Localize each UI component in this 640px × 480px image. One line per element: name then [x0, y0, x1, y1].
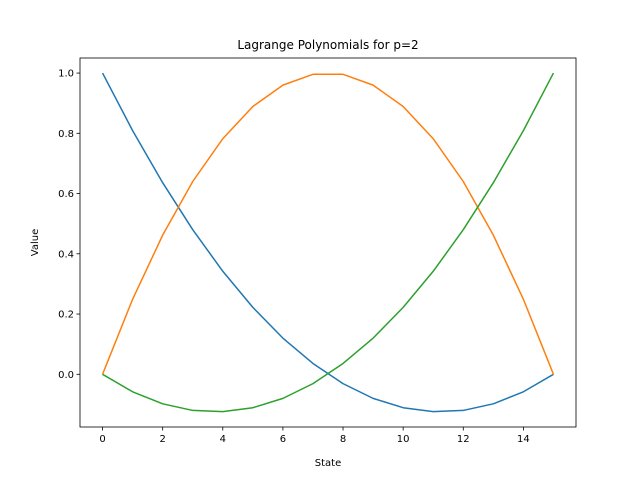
- series-line-2: [101, 73, 555, 375]
- y-axis-label: Value: [30, 229, 41, 256]
- x-tick-label: 2: [159, 434, 165, 445]
- x-tick-label: 14: [517, 434, 530, 445]
- y-tick-label: 0.2: [58, 310, 74, 321]
- x-tick-label: 10: [397, 434, 410, 445]
- y-axis-ticks: 0.0 0.2 0.4 0.6 0.8 1.0: [58, 69, 80, 381]
- series-lines: [101, 72, 555, 413]
- y-tick-label: 0.4: [58, 249, 74, 260]
- plot-frame: [79, 57, 577, 428]
- y-tick-label: 0.6: [58, 189, 74, 200]
- y-tick-label: 0.0: [58, 370, 74, 381]
- x-tick-label: 12: [457, 434, 470, 445]
- y-tick-label: 1.0: [58, 69, 74, 80]
- x-axis-ticks: 0 2 4 6 8 10 12 14: [99, 427, 530, 445]
- x-tick-label: 4: [220, 434, 226, 445]
- x-tick-label: 8: [340, 434, 346, 445]
- y-tick-label: 0.8: [58, 129, 74, 140]
- x-tick-label: 6: [280, 434, 286, 445]
- x-axis-label: State: [315, 458, 341, 469]
- x-tick-label: 0: [99, 434, 105, 445]
- chart-title: Lagrange Polynomials for p=2: [237, 38, 418, 52]
- series-line-3: [102, 72, 555, 413]
